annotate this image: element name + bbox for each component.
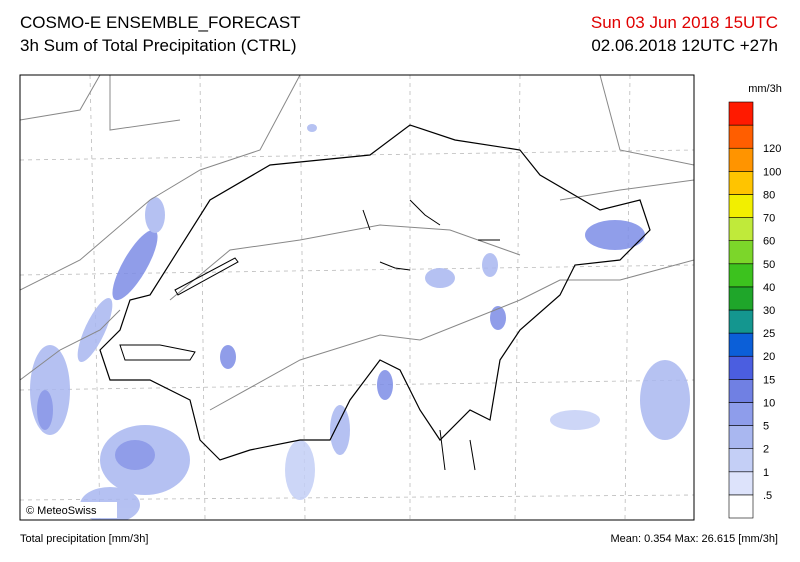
colorbar-cell: [728, 171, 754, 195]
colorbar-cell: [728, 471, 754, 496]
lakes: [119, 199, 500, 471]
colorbar-cell: [728, 494, 754, 519]
colorbar-cell: [728, 448, 754, 473]
colorbar-label: 100: [763, 166, 781, 178]
colorbar-label: 1: [763, 467, 769, 479]
footer-right: Mean: 0.354 Max: 26.615 [mm/3h]: [610, 533, 778, 545]
subtitle: 3h Sum of Total Precipitation (CTRL): [20, 36, 297, 55]
credit-box: [22, 502, 117, 518]
colorbar-label: 10: [763, 397, 775, 409]
colorbar-label: 2: [763, 444, 769, 456]
colorbar-label: 50: [763, 259, 775, 271]
colorbar-cell: [728, 240, 754, 265]
colorbar-label: 15: [763, 374, 775, 386]
colorbar-label: 5: [763, 421, 769, 433]
colorbar-cell: [728, 147, 754, 172]
footer-left: Total precipitation [mm/3h]: [20, 533, 149, 545]
colorbar-cell: [728, 309, 754, 334]
colorbar-label: 25: [763, 328, 775, 340]
colorbar-cell: [728, 263, 754, 288]
colorbar-cell: [728, 286, 754, 311]
graticule: [20, 75, 694, 520]
colorbar-label: .5: [763, 490, 772, 502]
colorbar-cell: [728, 124, 754, 149]
map-frame: [19, 74, 695, 521]
colorbar-cell: [728, 379, 754, 403]
colorbar-label: 120: [763, 143, 781, 155]
colorbar-label: 40: [763, 282, 775, 294]
colorbar-cell: [728, 425, 754, 449]
colorbar-label: 60: [763, 236, 775, 248]
colorbar-cell: [728, 355, 754, 380]
colorbar-cell: [728, 332, 754, 357]
colorbar-cell: [728, 217, 754, 241]
colorbar-label: 30: [763, 305, 775, 317]
run-time: 02.06.2018 12UTC +27h: [591, 36, 778, 55]
colorbar-cell: [728, 101, 754, 126]
borders: [20, 75, 694, 411]
colorbar-label: 70: [763, 213, 775, 225]
country-border: [99, 124, 651, 461]
map-area: [20, 75, 694, 520]
credit: © MeteoSwiss: [26, 505, 97, 517]
valid-time: Sun 03 Jun 2018 15UTC: [590, 13, 778, 32]
colorbar-cell: [728, 402, 754, 426]
precipitation: [30, 124, 690, 520]
title: COSMO-E ENSEMBLE_FORECAST: [20, 13, 301, 32]
colorbar-cell: [728, 194, 754, 218]
legend-unit: mm/3h: [748, 83, 782, 95]
colorbar-label: 20: [763, 351, 775, 363]
colorbar-label: 80: [763, 189, 775, 201]
